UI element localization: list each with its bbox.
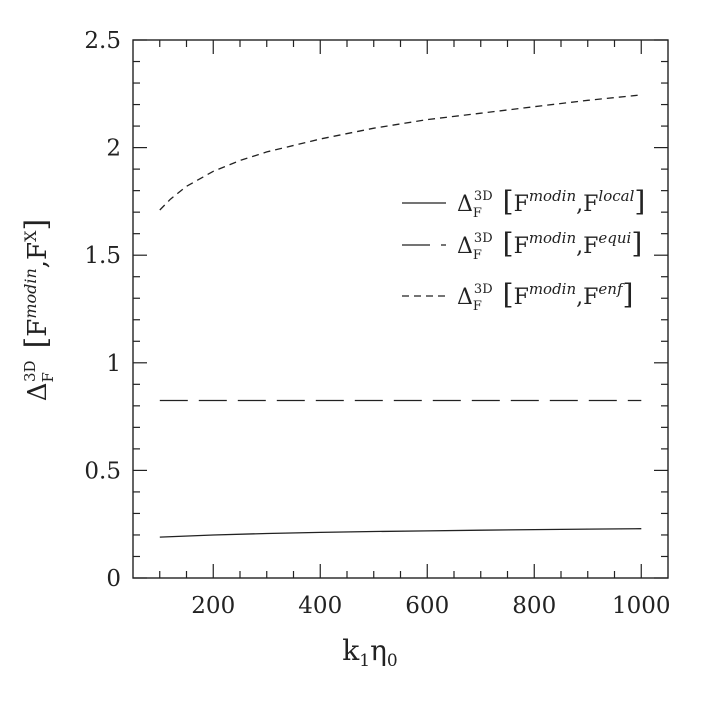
- y-axis-title-sub: F: [39, 372, 57, 382]
- legend-label-part: Δ: [457, 285, 473, 310]
- legend-label-part: ]: [623, 278, 634, 311]
- legend-label-part: Δ: [457, 192, 473, 217]
- y-tick-label: 0: [106, 566, 121, 592]
- y-tick-label: 1.5: [84, 243, 121, 269]
- x-axis-title-k: k: [342, 634, 360, 667]
- legend-label-local: ΔF3D [Fmodin,Flocal]: [457, 185, 645, 221]
- legend-label-part: [: [503, 278, 514, 311]
- legend-label-part: enf: [598, 280, 625, 298]
- y-tick-label: 1: [106, 351, 121, 377]
- legend-label-part: ,: [576, 285, 583, 310]
- legend-label-enf: ΔF3D [Fmodin,Fenf]: [457, 278, 633, 314]
- legend-label-part: ,: [576, 192, 583, 217]
- x-tick-label: 600: [405, 593, 449, 619]
- series-lines: [159, 94, 642, 538]
- axis-ticks: [133, 39, 668, 579]
- x-axis-title-eta: η: [370, 634, 387, 667]
- legend-label-part: ]: [631, 227, 642, 260]
- legend-label-part: 3D: [474, 189, 493, 204]
- legend-label-part: modin: [529, 187, 576, 205]
- x-axis-title: k1η0: [342, 634, 397, 671]
- x-tick-label: 800: [512, 593, 556, 619]
- legend-label-part: F: [583, 192, 598, 217]
- series-line-local: [159, 528, 642, 538]
- legend-label-part: F: [514, 192, 529, 217]
- legend-label-part: F: [514, 234, 529, 259]
- y-tick-label: 0.5: [84, 458, 121, 484]
- y-axis-title-f2: F: [23, 242, 53, 260]
- y-axis-title: ΔF3D[Fmodin,FX]: [19, 219, 57, 401]
- legend-label-part: F: [514, 285, 529, 310]
- tick-labels: 200 400 600 800 1000 0 0.5 1 1.5 2 2.5: [84, 28, 670, 619]
- y-axis-title-bracket-close: ]: [19, 219, 54, 231]
- x-axis-title-sub1: 1: [359, 651, 370, 671]
- svg-text:ΔF3D[Fmodin,FX]: ΔF3D[Fmodin,FX]: [19, 219, 57, 401]
- legend-label-part: ]: [634, 185, 645, 218]
- y-axis-title-bracket-open: [: [19, 337, 54, 349]
- legend-label-part: F: [583, 285, 598, 310]
- y-axis-title-f2sup: X: [21, 230, 40, 242]
- legend: ΔF3D [Fmodin,Flocal]ΔF3D [Fmodin,Fequi]ΔF3…: [402, 185, 645, 314]
- legend-label-part: ,: [576, 234, 583, 259]
- legend-label-part: 3D: [474, 282, 493, 297]
- y-axis-title-f1: F: [23, 319, 53, 337]
- x-axis-title-sub2: 0: [387, 651, 398, 671]
- x-tick-label: 200: [191, 593, 235, 619]
- legend-label-part: Δ: [457, 234, 473, 259]
- legend-label-part: F: [473, 248, 482, 263]
- legend-label-part: modin: [529, 229, 576, 247]
- y-axis-title-sup: 3D: [21, 360, 39, 382]
- legend-label-part: [: [503, 185, 514, 218]
- x-tick-label: 400: [298, 593, 342, 619]
- legend-label-part: F: [583, 234, 598, 259]
- y-tick-label: 2.5: [84, 28, 121, 54]
- legend-label-equi: ΔF3D [Fmodin,Fequi]: [457, 227, 642, 263]
- legend-label-part: 3D: [474, 231, 493, 246]
- legend-label-part: equi: [598, 229, 631, 247]
- y-axis-title-comma: ,: [23, 260, 53, 268]
- y-axis-title-f1sup: modin: [21, 268, 40, 318]
- legend-label-part: modin: [529, 280, 576, 298]
- y-tick-label: 2: [106, 136, 121, 162]
- legend-label-part: F: [473, 206, 482, 221]
- x-tick-label: 1000: [612, 593, 671, 619]
- y-axis-title-delta: Δ: [23, 382, 53, 401]
- legend-label-part: [: [503, 227, 514, 260]
- legend-label-part: F: [473, 299, 482, 314]
- legend-label-part: local: [598, 187, 634, 205]
